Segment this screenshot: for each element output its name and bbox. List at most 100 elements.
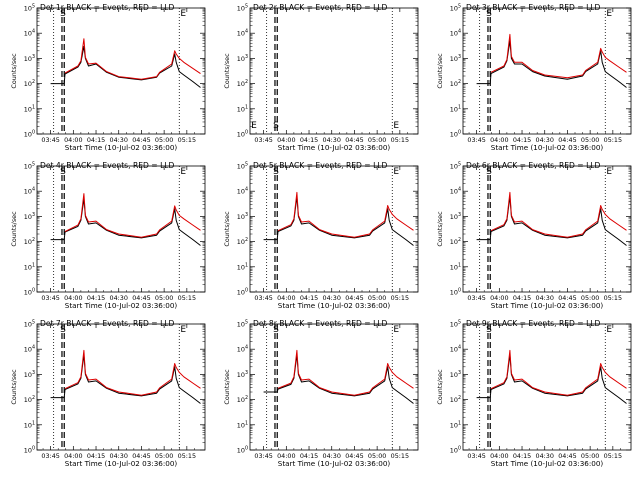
plot-frame [249,165,419,293]
plot-frame [249,7,419,135]
y-axis-label: Counts/sec [223,53,231,89]
x-tick-label: 05:15 [604,452,622,460]
panel-det-3: Det 3r BLACK = Events, RED = LLD 100 101 10… [436,3,632,152]
x-tick-label: 04:45 [132,294,150,302]
marker-e: E [606,167,612,177]
x-tick-label: 04:30 [323,136,341,144]
y-tick-label: 103 [450,54,461,63]
y-tick-label: 103 [450,370,461,379]
x-tick-label: 04:30 [536,136,554,144]
series-lld-line [64,193,201,238]
x-tick-label: 04:15 [87,452,105,460]
plot-title: Det 8r BLACK = Events, RED = LLD [253,319,388,328]
x-tick-label: 04:45 [132,136,150,144]
x-tick-label: 05:00 [581,136,599,144]
x-tick-label: 04:30 [110,136,128,144]
y-tick-label: 101 [24,262,35,271]
series-lld-line [64,349,201,396]
x-tick-label: 05:15 [391,452,409,460]
marker-s: S [486,9,492,19]
y-axis-label: Counts/sec [10,211,18,247]
marker-s: S [60,9,66,19]
x-tick-label: 05:15 [604,136,622,144]
x-tick-label: 04:00 [490,452,508,460]
x-tick-label: 03:45 [41,452,59,460]
y-tick-label: 102 [450,79,461,88]
y-tick-label: 105 [450,4,461,13]
y-axis-label: Counts/sec [436,53,444,89]
y-tick-label: 101 [24,420,35,429]
y-tick-label: 100 [237,130,248,139]
plot-frame [36,323,206,451]
y-axis-label: Counts/sec [10,53,18,89]
y-tick-label: 100 [24,130,35,139]
x-tick-label: 05:00 [155,294,173,302]
x-tick-label: 05:15 [391,294,409,302]
series-events-line [476,354,627,404]
marker-e: E [393,325,399,335]
series-events-line [50,354,201,404]
x-tick-label: 04:45 [345,136,363,144]
x-tick-label: 04:30 [536,452,554,460]
panel-det-4: Det 4r BLACK = Events, RED = LLD 100 101 10… [10,161,206,310]
y-tick-label: 105 [24,4,35,13]
x-tick-label: 04:15 [513,452,531,460]
x-tick-label: 04:00 [277,136,295,144]
x-tick-label: 03:45 [254,294,272,302]
plot-frame [462,7,632,135]
y-tick-label: 102 [450,237,461,246]
x-tick-label: 03:45 [467,294,485,302]
x-tick-label: 03:45 [254,136,272,144]
y-tick-label: 101 [237,262,248,271]
x-tick-label: 05:15 [178,136,196,144]
y-tick-label: 104 [237,187,248,196]
marker-e: E [180,167,186,177]
y-axis-label: Counts/sec [10,369,18,405]
y-tick-label: 103 [24,212,35,221]
x-axis-label: Start Time (10-Jul-02 03:36:00) [65,459,178,468]
y-tick-label: 103 [450,212,461,221]
y-tick-label: 102 [24,395,35,404]
x-tick-label: 04:15 [87,294,105,302]
y-tick-label: 105 [24,162,35,171]
x-axis-label: Start Time (10-Jul-02 03:36:00) [278,143,391,152]
x-tick-label: 04:45 [558,294,576,302]
plot-frame [462,323,632,451]
y-tick-label: 103 [237,370,248,379]
panel-det-1: Det 1r BLACK = Events, RED = LLD 100 101 10… [10,3,206,152]
x-tick-label: 05:15 [178,294,196,302]
marker-e-left: E [251,121,257,131]
x-tick-label: 04:15 [513,136,531,144]
series-events-line [476,40,627,88]
y-tick-label: 100 [450,446,461,455]
plot-title: Det 4r BLACK = Events, RED = LLD [40,161,175,170]
marker-e: E [393,167,399,177]
series-events-line [263,354,414,404]
x-tick-label: 03:45 [254,452,272,460]
x-axis-label: Start Time (10-Jul-02 03:36:00) [491,459,604,468]
x-tick-label: 04:30 [323,452,341,460]
y-tick-label: 102 [450,395,461,404]
x-tick-label: 05:15 [604,294,622,302]
series-events-line [50,45,201,88]
y-tick-label: 103 [237,54,248,63]
marker-s: S [60,167,66,177]
x-tick-label: 04:00 [490,294,508,302]
y-tick-label: 100 [24,288,35,297]
y-tick-label: 104 [24,29,35,38]
x-axis-label: Start Time (10-Jul-02 03:36:00) [491,143,604,152]
series-events-line [476,196,627,246]
panel-det-9: Det 9r BLACK = Events, RED = LLD 100 101 10… [436,319,632,468]
y-tick-label: 101 [237,420,248,429]
plot-title: Det 9r BLACK = Events, RED = LLD [466,319,601,328]
x-tick-label: 04:00 [64,136,82,144]
x-axis-label: Start Time (10-Jul-02 03:36:00) [65,143,178,152]
x-axis-label: Start Time (10-Jul-02 03:36:00) [278,301,391,310]
plot-title: Det 6r BLACK = Events, RED = LLD [466,161,601,170]
series-events-line [50,198,201,246]
y-tick-label: 102 [237,79,248,88]
plot-frame [462,165,632,293]
x-tick-label: 05:00 [581,452,599,460]
y-tick-label: 102 [24,237,35,246]
